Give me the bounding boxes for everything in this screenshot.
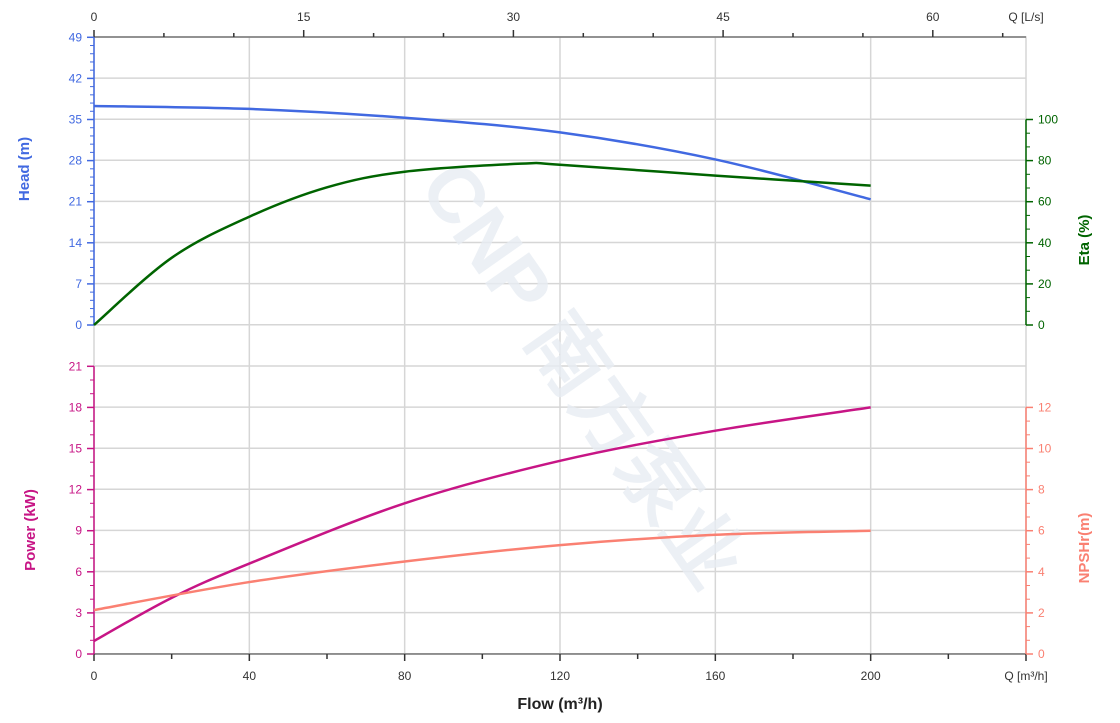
eta-tick-label: 100 (1038, 113, 1058, 127)
eta-tick-label: 80 (1038, 154, 1052, 168)
x-axis-title: Flow (m³/h) (517, 696, 602, 713)
x-tick-label: 120 (550, 669, 570, 683)
power-tick-label: 18 (69, 400, 83, 414)
x-tick-label: 200 (861, 669, 881, 683)
power-tick-label: 3 (75, 606, 82, 620)
head-tick-label: 35 (69, 113, 83, 127)
npsh-tick-label: 2 (1038, 606, 1045, 620)
power-tick-label: 12 (69, 483, 83, 497)
head-tick-label: 28 (69, 154, 83, 168)
x-tick-label: 0 (91, 669, 98, 683)
power-axis-title: Power (kW) (22, 489, 39, 571)
eta-tick-label: 60 (1038, 195, 1052, 209)
x-top-tick-label: 30 (507, 10, 521, 24)
power-tick-label: 9 (75, 524, 82, 538)
power-curve (93, 406, 871, 643)
x-unit-label: Q [m³/h] (1004, 669, 1047, 683)
npsh-tick-label: 10 (1038, 442, 1052, 456)
series-group (93, 104, 871, 643)
x-top-unit-label: Q [L/s] (1008, 10, 1043, 24)
head-tick-label: 7 (75, 277, 82, 291)
eta-tick-label: 0 (1038, 318, 1045, 332)
head-axis-title: Head (m) (16, 137, 33, 201)
npsh-tick-label: 4 (1038, 565, 1045, 579)
head-tick-label: 0 (75, 318, 82, 332)
x-tick-label: 40 (243, 669, 257, 683)
x-top-tick-label: 0 (91, 10, 98, 24)
power-tick-label: 21 (69, 359, 83, 373)
npsh-tick-label: 12 (1038, 400, 1052, 414)
head-tick-label: 21 (69, 195, 83, 209)
npsh-tick-label: 8 (1038, 483, 1045, 497)
eta-tick-label: 20 (1038, 277, 1052, 291)
npsh-tick-label: 0 (1038, 647, 1045, 661)
head-tick-label: 49 (69, 30, 83, 44)
npsh-axis-title: NPSHr(m) (1076, 513, 1093, 584)
npsh-curve (93, 529, 871, 612)
head-tick-label: 42 (69, 71, 83, 85)
eta-tick-label: 40 (1038, 236, 1052, 250)
x-top-tick-label: 15 (297, 10, 311, 24)
power-tick-label: 0 (75, 647, 82, 661)
eta-curve (93, 161, 871, 326)
head-curve (93, 104, 871, 201)
x-top-tick-label: 45 (716, 10, 730, 24)
npsh-tick-label: 6 (1038, 524, 1045, 538)
power-tick-label: 6 (75, 565, 82, 579)
x-top-tick-label: 60 (926, 10, 940, 24)
power-tick-label: 15 (69, 442, 83, 456)
x-tick-label: 160 (705, 669, 725, 683)
head-tick-label: 14 (69, 236, 83, 250)
eta-axis-title: Eta (%) (1076, 215, 1093, 266)
x-tick-label: 80 (398, 669, 412, 683)
